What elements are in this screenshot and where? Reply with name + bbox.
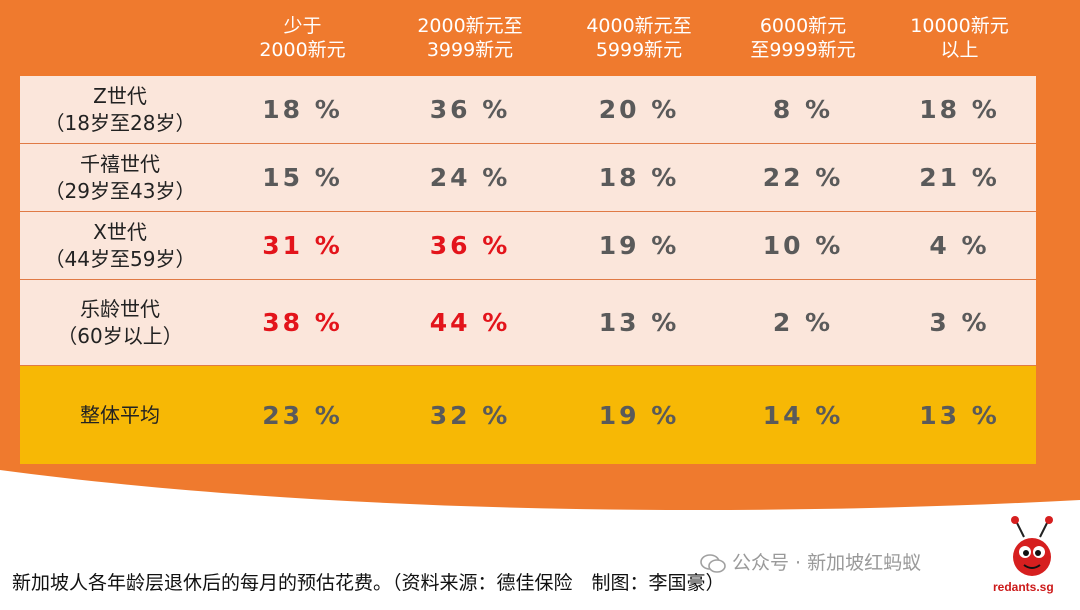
- column-header: 2000新元至 3999新元: [417, 15, 523, 61]
- header-row: 少于 2000新元 2000新元至 3999新元 4000新元至 5999新元 …: [20, 0, 1036, 76]
- column-header: 10000新元 以上: [910, 15, 1009, 61]
- cell-value: 23 %: [220, 365, 385, 464]
- data-table-container: 少于 2000新元 2000新元至 3999新元 4000新元至 5999新元 …: [20, 0, 1036, 465]
- column-header: 4000新元至 5999新元: [586, 15, 692, 61]
- cell-value: 21 %: [883, 143, 1036, 212]
- cell-value: 32 %: [385, 365, 555, 464]
- caption: 新加坡人各年龄层退休后的每月的预估花费。（资料来源：德佳保险 制图：李国豪）: [12, 572, 725, 594]
- wechat-icon: [700, 553, 726, 573]
- row-label: 乐龄世代 （60岁以上）: [20, 279, 220, 366]
- cell-value: 13 %: [883, 365, 1036, 464]
- cell-value: 13 %: [555, 279, 723, 366]
- row-label: 千禧世代 （29岁至43岁）: [20, 143, 220, 212]
- average-row: 整体平均 23 % 32 % 19 % 14 % 13 %: [20, 365, 1036, 464]
- cell-value: 19 %: [555, 211, 723, 280]
- cell-value: 14 %: [723, 365, 883, 464]
- cell-value: 36 %: [385, 76, 555, 144]
- cell-value: 44 %: [385, 279, 555, 366]
- table-row: 千禧世代 （29岁至43岁） 15 % 24 % 18 % 22 % 21 %: [20, 143, 1036, 212]
- cell-value: 18 %: [220, 76, 385, 144]
- cell-value: 8 %: [723, 76, 883, 144]
- table-row: 乐龄世代 （60岁以上） 38 % 44 % 13 % 2 % 3 %: [20, 279, 1036, 366]
- header-corner: [20, 0, 220, 76]
- cell-value: 10 %: [723, 211, 883, 280]
- cell-value: 2 %: [723, 279, 883, 366]
- column-header: 6000新元 至9999新元: [750, 15, 856, 61]
- logo-text: redants.sg: [993, 580, 1054, 594]
- cell-value: 19 %: [555, 365, 723, 464]
- cell-value: 4 %: [883, 211, 1036, 280]
- cell-value: 3 %: [883, 279, 1036, 366]
- cell-value: 18 %: [555, 143, 723, 212]
- cell-value: 24 %: [385, 143, 555, 212]
- cell-value: 31 %: [220, 211, 385, 280]
- cell-value: 22 %: [723, 143, 883, 212]
- cell-value: 38 %: [220, 279, 385, 366]
- row-label: 整体平均: [20, 365, 220, 464]
- row-label: X世代 （44岁至59岁）: [20, 211, 220, 280]
- table-row: Z世代 （18岁至28岁） 18 % 36 % 20 % 8 % 18 %: [20, 76, 1036, 144]
- table-row: X世代 （44岁至59岁） 31 % 36 % 19 % 10 % 4 %: [20, 211, 1036, 280]
- watermark-text: 公众号 · 新加坡红蚂蚁: [732, 552, 922, 574]
- column-header: 少于 2000新元: [259, 15, 346, 61]
- cell-value: 18 %: [883, 76, 1036, 144]
- retirement-spending-table: 少于 2000新元 2000新元至 3999新元 4000新元至 5999新元 …: [20, 0, 1036, 464]
- watermark: 公众号 · 新加坡红蚂蚁: [700, 548, 921, 575]
- row-label: Z世代 （18岁至28岁）: [20, 76, 220, 144]
- cell-value: 36 %: [385, 211, 555, 280]
- cell-value: 15 %: [220, 143, 385, 212]
- wave-decoration: [0, 470, 1080, 610]
- red-ant-logo: [1011, 516, 1053, 576]
- cell-value: 20 %: [555, 76, 723, 144]
